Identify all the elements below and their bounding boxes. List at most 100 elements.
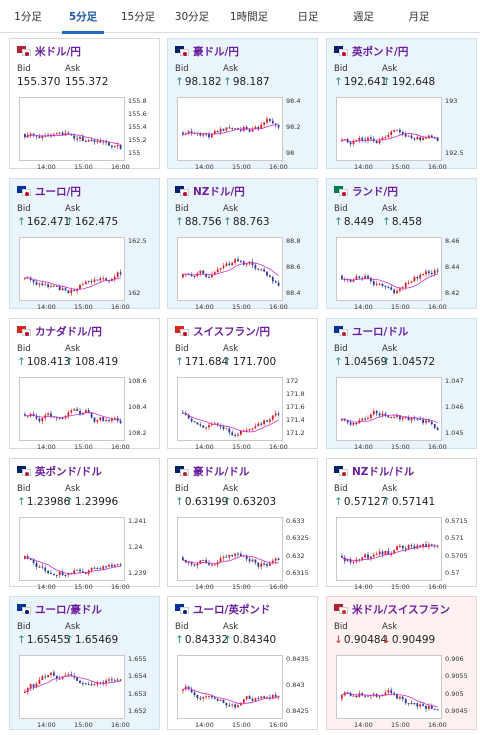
mini-chart[interactable]: 0.906 0.9055 0.905 0.9045 14:00 15:00 16:00 <box>336 655 471 735</box>
tab-6[interactable]: 週足 <box>353 11 374 23</box>
candle-body <box>202 425 205 428</box>
candle-body <box>211 424 213 426</box>
y-tick-label: 1.241 <box>128 517 147 525</box>
candle-body <box>231 262 234 266</box>
ask-value-row: ↑171.700 <box>223 356 276 368</box>
pair-name[interactable]: 豪ドル/円 <box>193 45 239 58</box>
candle-body <box>225 263 228 266</box>
pair-name[interactable]: ユーロ/円 <box>35 185 81 198</box>
pair-name[interactable]: NZドル/ドル <box>352 465 415 478</box>
tab-0[interactable]: 1分足 <box>14 11 42 23</box>
candle-body <box>254 426 257 429</box>
candle-body <box>401 545 404 549</box>
x-tick-label: 14:00 <box>37 163 56 171</box>
pair-name[interactable]: ユーロ/英ポンド <box>193 603 271 616</box>
ask-value-row: ↓0.90499 <box>382 634 435 646</box>
pair-name[interactable]: NZドル/円 <box>193 185 245 198</box>
tab-4[interactable]: 1時間足 <box>229 11 269 23</box>
tab-3[interactable]: 30分足 <box>174 11 210 23</box>
rate-card[interactable]: ユーロ/豪ドル Bid Ask ↑1.65455 ↑1.65469 1.655 1.654 1… <box>9 596 160 730</box>
candle-body <box>199 133 202 136</box>
rate-card[interactable]: 英ポンド/ドル Bid Ask ↑1.23986 ↑1.23996 1.241 1.24 1.… <box>9 458 160 591</box>
candle-body <box>364 275 366 279</box>
rate-card[interactable]: ユーロ/円 Bid Ask ↑162.471 ↑162.475 162.5 162 14:00… <box>9 178 160 311</box>
currency-flags-icon <box>175 46 189 56</box>
rate-card[interactable]: ユーロ/英ポンド Bid Ask ↑0.84332 ↑0.84340 0.8435 0.84… <box>167 596 318 730</box>
candle-body <box>269 275 271 278</box>
mini-chart[interactable]: 88.8 88.6 88.4 14:00 15:00 16:00 <box>177 237 312 317</box>
mini-chart[interactable]: 162.5 162 14:00 15:00 16:00 <box>19 237 154 317</box>
rate-card[interactable]: 英ポンド/円 Bid Ask ↑192.641 ↑192.648 193 192.5 14:0… <box>326 38 477 171</box>
y-tick-label: 0.843 <box>286 681 305 689</box>
y-tick-label: 192.5 <box>445 149 464 157</box>
tab-1[interactable]: 5分足 <box>56 0 110 34</box>
candle-body <box>193 692 196 696</box>
candle-body <box>84 140 87 142</box>
candle-body <box>237 128 239 130</box>
tab-2[interactable]: 15分足 <box>120 11 156 23</box>
candle-body <box>24 414 26 416</box>
mini-chart[interactable]: 172 171.8 171.6 171.4 171.2 14:00 15:00 16:00 <box>177 377 312 457</box>
mini-chart[interactable]: 155.8 155.6 155.4 155.2 155 14:00 15:00 16:00 <box>19 97 154 177</box>
candle-body <box>399 288 401 291</box>
y-tick-label: 1.654 <box>128 672 147 681</box>
bid-value-row: 155.370 <box>17 76 60 88</box>
rate-card[interactable]: 豪ドル/円 Bid Ask ↑98.182 ↑98.187 98.4 98.2 98 14:00… <box>167 38 318 171</box>
x-tick-label: 15:00 <box>232 163 251 171</box>
mini-chart[interactable]: 1.047 1.046 1.045 14:00 15:00 16:00 <box>336 377 471 457</box>
rate-card[interactable]: カナダドル/円 Bid Ask ↑108.413 ↑108.419 108.6 108.4 1… <box>9 318 160 451</box>
tab-5[interactable]: 日足 <box>297 11 319 23</box>
mini-chart[interactable]: 8.46 8.44 8.42 14:00 15:00 16:00 <box>336 237 471 317</box>
rate-card[interactable]: ユーロ/ドル Bid Ask ↑1.04569 ↑1.04572 1.047 1.046 1.… <box>326 318 477 451</box>
candle-body <box>93 684 96 686</box>
candle-body <box>202 270 205 274</box>
candle-body <box>358 693 361 698</box>
mini-chart[interactable]: 98.4 98.2 98 14:00 15:00 16:00 <box>177 97 312 177</box>
mini-chart[interactable]: 1.655 1.654 1.653 1.652 14:00 15:00 16:00 <box>19 655 154 735</box>
candle-body <box>228 127 231 129</box>
pair-name[interactable]: 英ポンド/円 <box>352 45 409 58</box>
mini-chart[interactable]: 0.5715 0.571 0.5705 0.57 14:00 15:00 16:00 <box>336 517 471 597</box>
moving-average-line <box>341 545 438 561</box>
candle-body <box>53 573 55 576</box>
x-tick-label: 14:00 <box>354 163 373 171</box>
pair-name[interactable]: 米ドル/スイスフラン <box>352 603 451 616</box>
rate-card[interactable]: 米ドル/スイスフラン Bid Ask ↓0.90484 ↓0.90499 0.906 0.9… <box>326 596 477 730</box>
mini-chart[interactable]: 193 192.5 14:00 15:00 16:00 <box>336 97 471 177</box>
candle-body <box>378 140 381 144</box>
pair-name[interactable]: スイスフラン/円 <box>193 325 271 338</box>
mini-chart[interactable]: 0.8435 0.843 0.8425 14:00 15:00 16:00 <box>177 655 312 735</box>
candle-body <box>116 272 119 277</box>
candle-body <box>378 413 381 416</box>
pair-name[interactable]: 米ドル/円 <box>35 45 81 58</box>
y-tick-label: 155.8 <box>128 97 147 105</box>
mini-chart[interactable]: 0.633 0.6325 0.632 0.6315 14:00 15:00 16:00 <box>177 517 312 597</box>
pair-name[interactable]: ユーロ/ドル <box>352 325 409 338</box>
candle-body <box>76 409 78 411</box>
pair-name[interactable]: ユーロ/豪ドル <box>35 603 102 616</box>
mini-chart[interactable]: 1.241 1.24 1.239 14:00 15:00 16:00 <box>19 517 154 597</box>
x-tick-label: 14:00 <box>354 583 373 591</box>
rate-card[interactable]: NZドル/円 Bid Ask ↑88.756 ↑88.763 88.8 88.6 88.4 14… <box>167 178 318 311</box>
candle-body <box>87 281 90 283</box>
candle-body <box>96 140 99 143</box>
rate-card[interactable]: 米ドル/円 Bid Ask 155.370 155.372 155.8 155.6 155.4… <box>9 38 160 171</box>
pair-name[interactable]: ランド/円 <box>352 185 398 198</box>
candle-body <box>355 276 358 280</box>
candle-body <box>228 428 231 433</box>
pair-name[interactable]: 豪ドル/ドル <box>193 465 250 478</box>
rate-card[interactable]: スイスフラン/円 Bid Ask ↑171.684 ↑171.700 172 171.8 17… <box>167 318 318 451</box>
pair-name[interactable]: カナダドル/円 <box>35 325 102 338</box>
candle-body <box>375 411 378 414</box>
candle-body <box>367 275 369 279</box>
rate-card[interactable]: 豪ドル/ドル Bid Ask ↑0.63199 ↑0.63203 0.633 0.6325 0… <box>167 458 318 591</box>
candle-body <box>248 696 251 699</box>
rate-card[interactable]: ランド/円 Bid Ask ↑8.449 ↑8.458 8.46 8.44 8.42 14:00… <box>326 178 477 311</box>
arrow-up-icon: ↑ <box>223 356 232 368</box>
pair-name[interactable]: 英ポンド/ドル <box>35 465 102 478</box>
tab-7[interactable]: 月足 <box>408 11 430 23</box>
rate-card[interactable]: NZドル/ドル Bid Ask ↑0.57127 ↑0.57141 0.5715 0.571… <box>326 458 477 591</box>
candle-body <box>202 560 205 562</box>
x-tick-label: 16:00 <box>111 721 130 729</box>
mini-chart[interactable]: 108.6 108.4 108.2 14:00 15:00 16:00 <box>19 377 154 457</box>
